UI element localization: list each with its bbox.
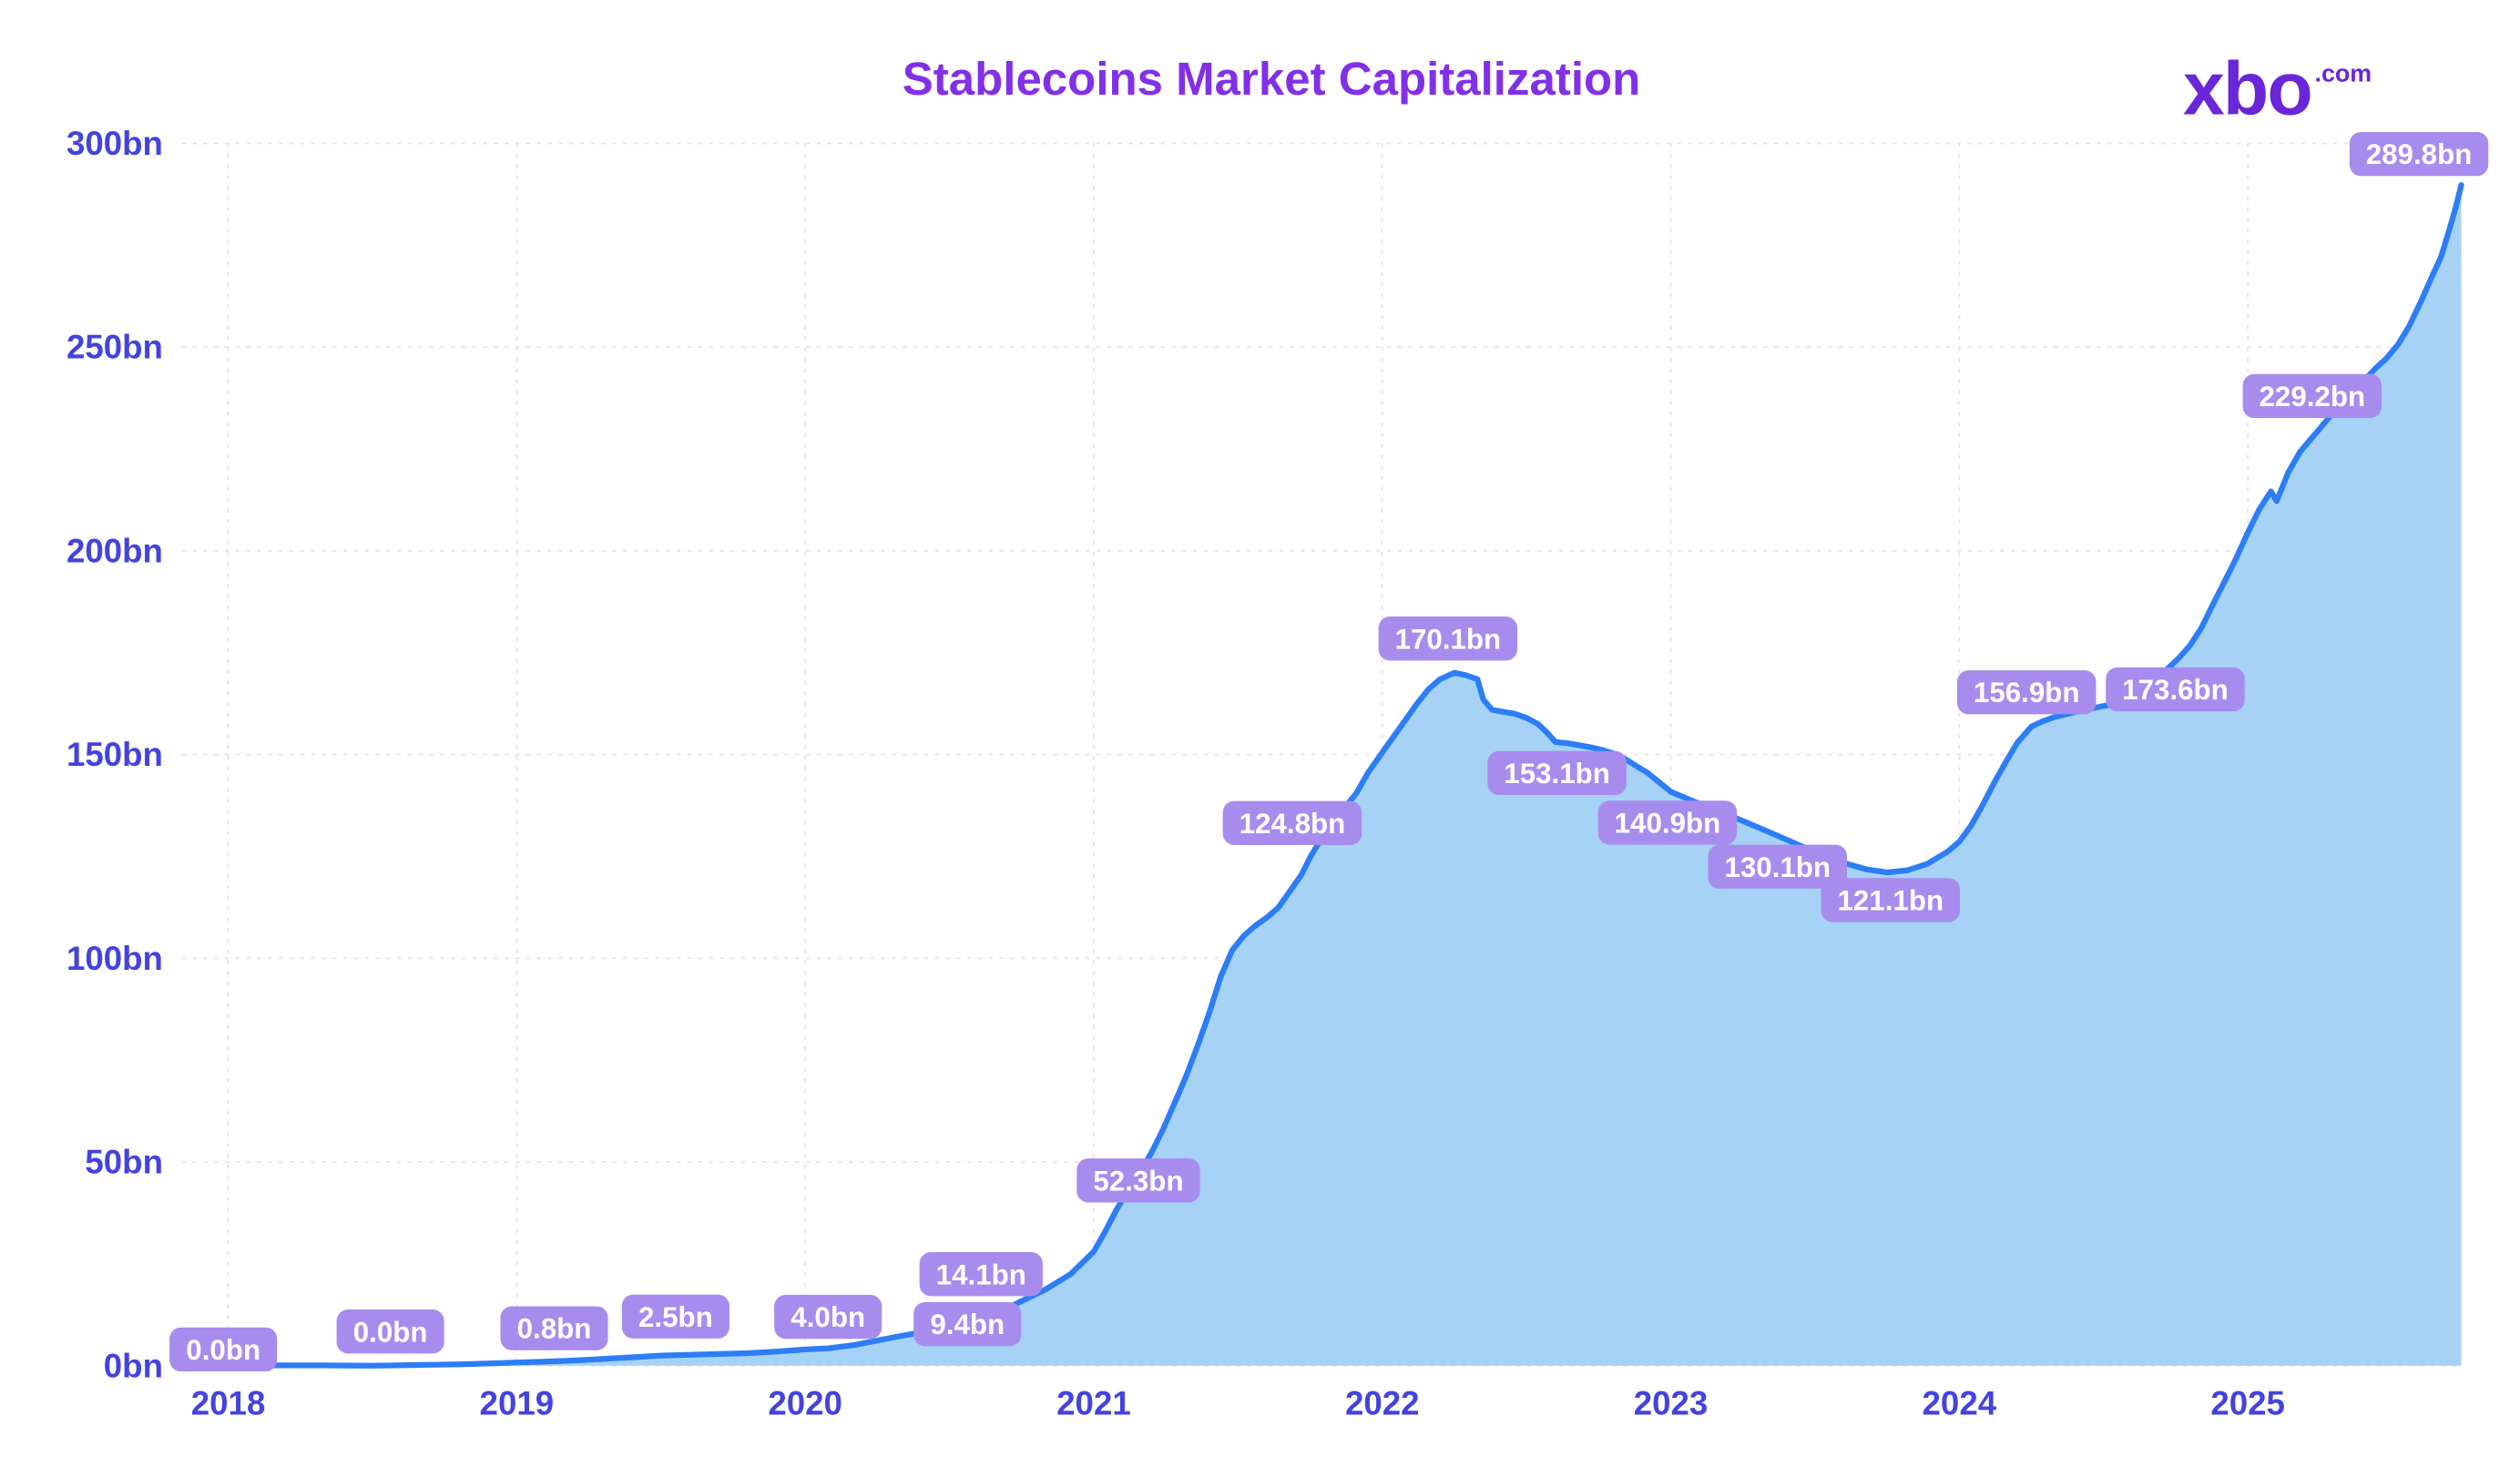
value-label: 121.1bn (1821, 878, 1961, 922)
value-label-text: 170.1bn (1395, 623, 1502, 655)
value-label: 14.1bn (919, 1252, 1043, 1297)
value-label: 2.5bn (621, 1294, 729, 1339)
value-label-box (1222, 800, 1362, 845)
value-label-box (1076, 1158, 1200, 1203)
x-tick-label: 2019 (480, 1384, 555, 1421)
y-tick-label: 50bn (85, 1144, 163, 1181)
series-layer (225, 181, 2464, 1369)
axis-layer: 0bn 50bn 100bn 150bn 200bn 250bn 300bn 2018 2019… (66, 125, 2285, 1421)
value-label-text: 9.4bn (930, 1309, 1005, 1340)
x-tick-label: 2023 (1634, 1384, 1709, 1421)
value-label-box (774, 1294, 883, 1340)
value-label: 0.8bn (500, 1306, 608, 1350)
value-label: 9.4bn (913, 1301, 1022, 1347)
value-label: 229.2bn (2242, 373, 2382, 419)
value-label: 4.0bn (774, 1294, 883, 1340)
value-label-box (1597, 800, 1738, 845)
value-label-text: 229.2bn (2259, 381, 2365, 413)
value-label-box (2349, 131, 2489, 177)
value-label-box (1487, 750, 1627, 796)
chart-title: Stablecoins Market Capitalization (903, 53, 1641, 105)
value-label-text: 130.1bn (1724, 851, 1831, 883)
x-tick-label: 2018 (191, 1384, 266, 1421)
annotation-layer: 0.0bn 0.0bn 0.8bn 2.5bn 4.0bn 9.4bn 14.1bn 52.3… (169, 131, 2489, 1372)
value-label-text: 124.8bn (1240, 808, 1346, 840)
y-tick-label: 300bn (66, 125, 163, 162)
value-label-box (2242, 373, 2382, 419)
value-label-box (913, 1301, 1022, 1347)
grid-layer (181, 142, 2463, 1367)
value-label: 0.0bn (336, 1309, 444, 1354)
x-tick-label: 2025 (2210, 1384, 2285, 1421)
x-tick-label: 2020 (768, 1384, 842, 1421)
value-label-text: 156.9bn (1974, 677, 2080, 708)
y-tick-label: 250bn (66, 329, 163, 366)
value-label: 130.1bn (1708, 844, 1847, 889)
value-label: 140.9bn (1597, 800, 1738, 845)
value-label: 173.6bn (2106, 667, 2245, 712)
value-label: 156.9bn (1956, 670, 2097, 715)
x-tick-label: 2022 (1345, 1384, 1420, 1421)
value-label: 289.8bn (2349, 131, 2489, 177)
value-label-box (1378, 616, 1518, 661)
value-label-box (1956, 670, 2097, 715)
y-tick-label: 200bn (66, 532, 163, 569)
value-label: 52.3bn (1076, 1158, 1200, 1203)
value-label: 124.8bn (1222, 800, 1362, 845)
value-label-text: 52.3bn (1093, 1165, 1183, 1197)
value-label-text: 2.5bn (638, 1301, 713, 1333)
xbo-logo: xbo .com (2183, 46, 2372, 130)
y-tick-label: 150bn (66, 736, 163, 773)
value-label-box (1821, 878, 1961, 922)
value-label-text: 0.8bn (517, 1313, 592, 1345)
value-label-text: 14.1bn (936, 1258, 1026, 1290)
y-tick-label: 0bn (104, 1347, 163, 1384)
y-tick-label: 100bn (66, 940, 163, 977)
value-label-text: 0.0bn (353, 1316, 428, 1348)
x-tick-label: 2021 (1056, 1384, 1131, 1421)
market-cap-line (225, 181, 2464, 1369)
value-label-text: 153.1bn (1504, 758, 1610, 790)
value-label-box (169, 1327, 278, 1372)
value-label-box (1708, 844, 1847, 889)
value-label-box (336, 1309, 444, 1354)
value-label-text: 173.6bn (2122, 674, 2229, 706)
xbo-logo-text: xbo (2183, 46, 2311, 130)
value-label-text: 121.1bn (1837, 885, 1944, 917)
value-label-box (2106, 667, 2245, 712)
value-label: 153.1bn (1487, 750, 1627, 796)
value-label: 170.1bn (1378, 616, 1518, 661)
value-label-box (919, 1252, 1043, 1297)
value-label-box (500, 1306, 608, 1350)
value-label-text: 289.8bn (2366, 138, 2473, 170)
x-tick-label: 2024 (1923, 1384, 1997, 1421)
value-label: 0.0bn (169, 1327, 278, 1372)
value-label-text: 4.0bn (791, 1301, 865, 1333)
value-label-box (621, 1294, 729, 1339)
value-label-text: 0.0bn (186, 1334, 260, 1366)
value-label-text: 140.9bn (1615, 807, 1721, 839)
xbo-logo-suffix: .com (2315, 59, 2372, 87)
market-cap-area (228, 185, 2462, 1366)
